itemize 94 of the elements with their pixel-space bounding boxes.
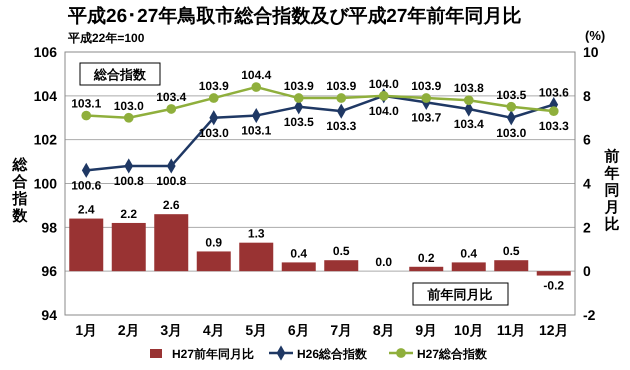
point <box>548 106 559 116</box>
point <box>166 104 176 114</box>
y2-axis-title: 前年同月比 <box>426 287 492 302</box>
data-label: 0.5 <box>502 244 520 258</box>
bar <box>282 262 316 272</box>
data-label: 103.1 <box>241 124 272 138</box>
data-label: 103.4 <box>454 116 484 131</box>
point <box>421 93 432 103</box>
text: 前年同月比 <box>604 148 620 234</box>
x-tick-label: 1月 <box>75 322 98 338</box>
bar <box>452 262 486 272</box>
bar <box>494 260 528 272</box>
y-tick-label: 94 <box>41 307 58 323</box>
x-tick-label: 11月 <box>496 322 526 338</box>
data-label: 2.2 <box>120 206 138 221</box>
data-label: 103.5 <box>284 114 314 129</box>
y2-tick-label: -2 <box>583 307 596 323</box>
bar <box>196 251 231 272</box>
data-label: 103.6 <box>538 86 570 100</box>
data-label: 0.2 <box>418 250 435 265</box>
data-label: 0.9 <box>205 235 222 250</box>
point <box>294 93 304 103</box>
data-label: 2.6 <box>162 198 180 212</box>
data-label: 103.0 <box>114 98 144 113</box>
data-label: -0.2 <box>543 278 564 293</box>
y2-tick-label: 2 <box>583 219 591 236</box>
y-tick-label: 96 <box>41 263 58 280</box>
y2-tick-label: 6 <box>583 132 591 148</box>
bar <box>324 260 358 272</box>
point <box>81 110 92 120</box>
y2-tick-label: 8 <box>583 88 591 104</box>
data-label: 103.7 <box>411 110 442 124</box>
data-label: 103.3 <box>326 119 357 134</box>
bar <box>239 242 274 272</box>
data-label: 104.0 <box>368 104 400 118</box>
point <box>208 93 219 103</box>
data-label: 0.4 <box>290 246 308 260</box>
data-label: 103.8 <box>454 81 484 96</box>
text: 総合指数 <box>12 156 28 225</box>
point <box>336 93 346 103</box>
y-tick-label: 102 <box>34 132 58 148</box>
data-label: 103.3 <box>538 119 570 134</box>
y-tick-label: 106 <box>34 44 58 60</box>
y-tick-label: 100 <box>34 176 58 192</box>
point <box>464 95 474 106</box>
data-label: 2.4 <box>78 202 95 217</box>
x-tick-label: 12月 <box>538 322 569 338</box>
legend-label: H26総合指数 <box>297 347 368 361</box>
y2-tick-label: 4 <box>583 176 591 192</box>
y-axis-title: 総合指数 <box>93 67 147 82</box>
bar <box>536 271 571 276</box>
data-label: 103.9 <box>198 79 230 94</box>
data-label: 104.4 <box>241 68 272 82</box>
data-label: 0.5 <box>332 244 350 258</box>
chart-title: 平成26･27年鳥取市総合指数及び平成27年前年同月比 <box>67 5 522 27</box>
x-tick-label: 6月 <box>288 322 310 338</box>
data-label: 103.1 <box>71 96 102 111</box>
point <box>251 82 262 92</box>
x-tick-label: 9月 <box>415 322 438 338</box>
bar <box>112 222 146 272</box>
data-label: 103.5 <box>496 88 527 102</box>
data-label: 104.0 <box>368 76 400 91</box>
data-label: 103.9 <box>411 79 442 94</box>
bar <box>409 266 444 272</box>
data-label: 100.8 <box>114 174 144 188</box>
legend-label: H27前年同月比 <box>172 347 254 361</box>
x-tick-label: 2月 <box>118 322 140 338</box>
bar <box>69 218 104 272</box>
data-label: 1.3 <box>248 226 265 241</box>
bar <box>154 214 188 272</box>
y2-tick-label: 0 <box>583 263 591 280</box>
point <box>506 102 516 112</box>
chart-subtitle: 平成22年=100 <box>67 31 145 45</box>
x-tick-label: 4月 <box>202 322 225 338</box>
text: (%) <box>585 28 606 43</box>
data-label: 100.8 <box>156 174 187 188</box>
y-tick-label: 104 <box>34 88 58 104</box>
x-tick-label: 10月 <box>454 322 484 338</box>
x-tick-label: 5月 <box>245 322 268 338</box>
data-label: 100.6 <box>71 178 102 192</box>
data-label: 103.0 <box>496 126 527 140</box>
point <box>378 90 389 101</box>
data-label: 0.0 <box>375 255 392 270</box>
x-tick-label: 7月 <box>330 322 352 338</box>
data-label: 103.9 <box>284 79 314 94</box>
data-label: 103.9 <box>326 79 357 94</box>
point <box>124 112 134 123</box>
y-tick-label: 98 <box>41 219 58 236</box>
x-tick-label: 3月 <box>160 322 182 338</box>
data-label: 103.4 <box>156 90 187 104</box>
x-tick-label: 8月 <box>372 322 395 338</box>
legend-label: H27総合指数 <box>417 347 488 361</box>
y2-tick-label: 10 <box>583 44 599 60</box>
data-label: 0.4 <box>460 246 478 260</box>
